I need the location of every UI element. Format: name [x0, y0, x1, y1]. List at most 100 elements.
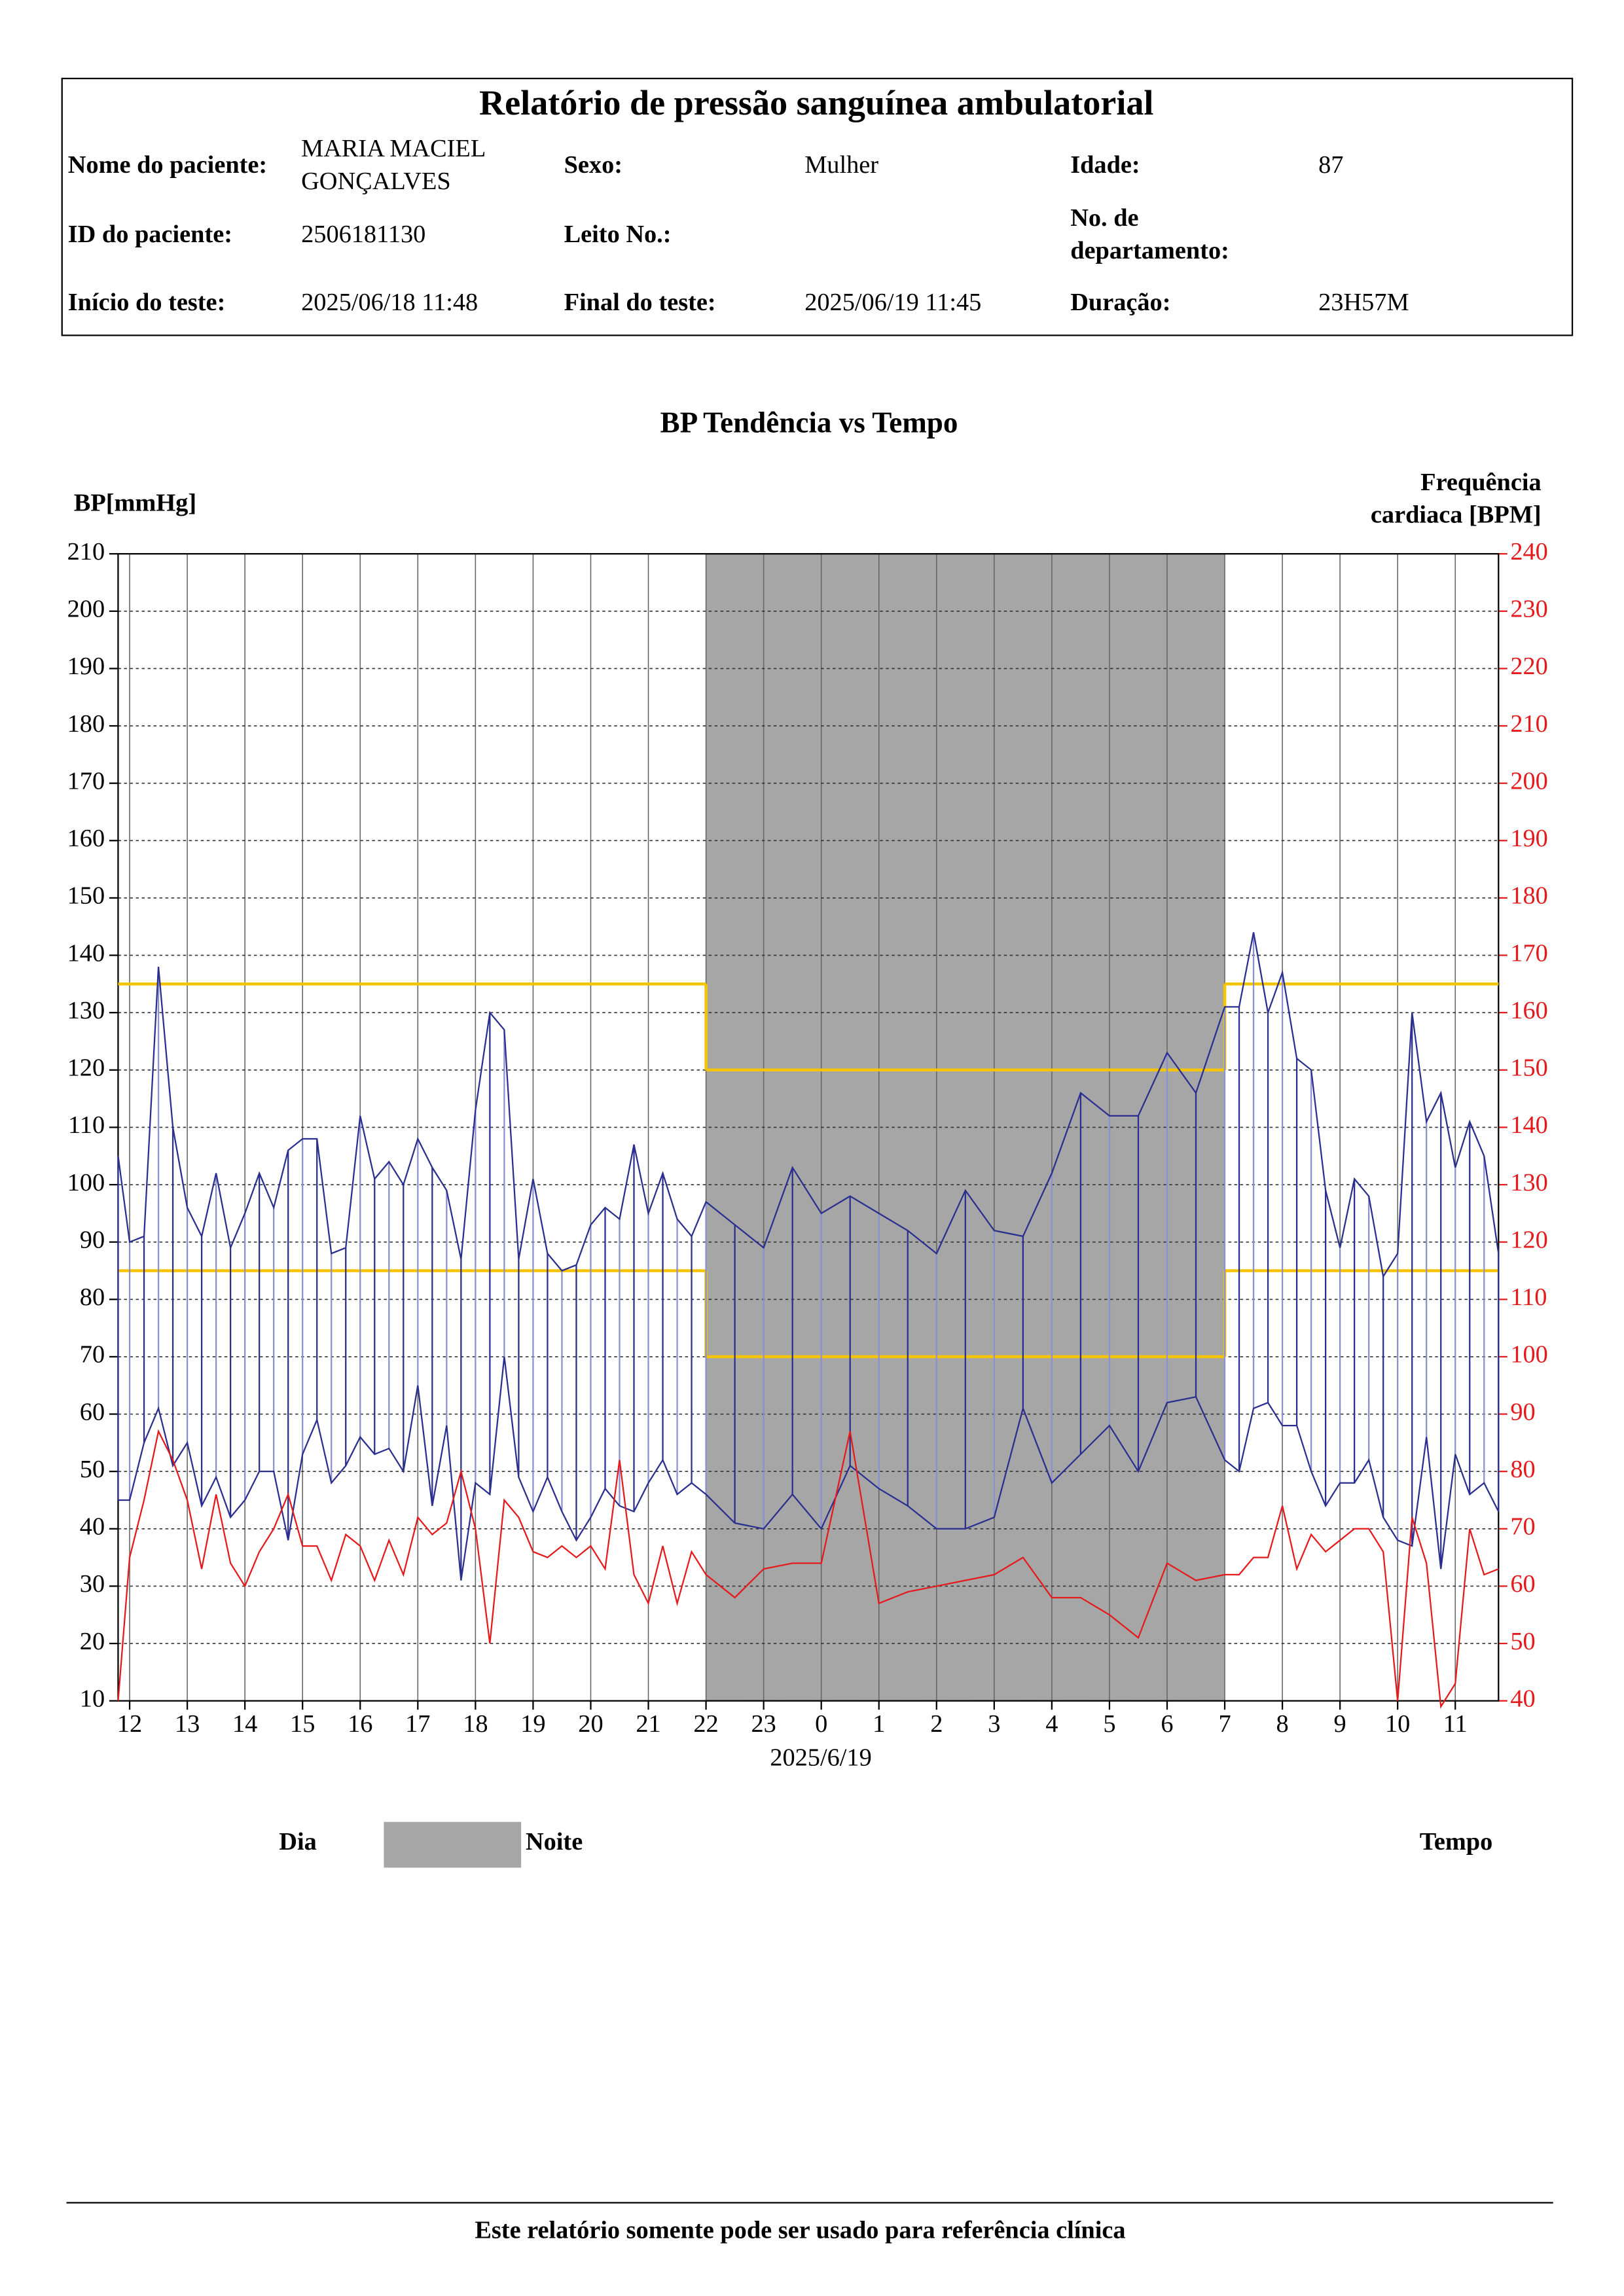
- x-tick-label: 22: [693, 1710, 718, 1738]
- x-tick-label: 8: [1276, 1710, 1289, 1738]
- y2-tick-label: 160: [1510, 997, 1548, 1024]
- x-tick-label: 14: [232, 1710, 257, 1738]
- y2-tick-label: 120: [1510, 1226, 1548, 1253]
- x-tick-label: 2: [930, 1710, 943, 1738]
- y2-tick-label: 80: [1510, 1456, 1535, 1483]
- series-line: [118, 1356, 1500, 1581]
- field-value: 2506181130: [301, 221, 425, 248]
- y2-tick-label: 40: [1510, 1685, 1535, 1712]
- y-tick-label: 200: [67, 596, 105, 623]
- y2-tick-label: 50: [1510, 1628, 1535, 1655]
- x-tick-label: 11: [1443, 1710, 1468, 1738]
- x-tick-label: 17: [405, 1710, 430, 1738]
- y-axis-label: BP[mmHg]: [74, 490, 196, 517]
- legend-time: Tempo: [1420, 1828, 1492, 1856]
- y2-tick-label: 140: [1510, 1111, 1548, 1139]
- y-tick-label: 20: [80, 1628, 105, 1655]
- y2-tick-label: 110: [1510, 1283, 1547, 1311]
- field-label: Final do teste:: [564, 289, 716, 316]
- y2-tick-label: 70: [1510, 1513, 1535, 1541]
- y2-tick-label: 240: [1510, 538, 1548, 565]
- field-label: Sexo:: [564, 151, 623, 179]
- x-tick-label: 5: [1103, 1710, 1115, 1738]
- y-tick-label: 10: [80, 1685, 105, 1712]
- y2-tick-label: 200: [1510, 767, 1548, 795]
- y-tick-label: 190: [67, 653, 105, 680]
- x-tick-label: 10: [1385, 1710, 1410, 1738]
- footer: Este relatório somente pode ser usado pa…: [475, 2216, 1125, 2244]
- field-value: 87: [1318, 151, 1343, 179]
- y-tick-label: 210: [67, 538, 105, 565]
- x-tick-label: 15: [290, 1710, 315, 1738]
- field-value: 23H57M: [1318, 289, 1409, 316]
- y2-tick-label: 230: [1510, 596, 1548, 623]
- field-label: No. de: [1070, 204, 1138, 232]
- plot-frame: [117, 553, 1500, 1702]
- x-tick-label: 23: [751, 1710, 776, 1738]
- x-tick-label: 1: [873, 1710, 885, 1738]
- x-date-label: 2025/6/19: [770, 1744, 871, 1772]
- y-tick-label: 70: [80, 1341, 105, 1369]
- x-tick-label: 9: [1334, 1710, 1346, 1738]
- y2-tick-label: 170: [1510, 939, 1548, 967]
- y2-tick-label: 90: [1510, 1398, 1535, 1426]
- field-value: 2025/06/19 11:45: [804, 289, 981, 316]
- y2-tick-label: 210: [1510, 710, 1548, 738]
- y2-tick-label: 60: [1510, 1570, 1535, 1598]
- chart-title: BP Tendência vs Tempo: [660, 406, 958, 439]
- y-tick-label: 80: [80, 1283, 105, 1311]
- x-tick-label: 16: [348, 1710, 372, 1738]
- y-tick-label: 60: [80, 1398, 105, 1426]
- y-tick-label: 150: [67, 882, 105, 910]
- y-tick-label: 130: [67, 997, 105, 1024]
- x-tick-label: 21: [636, 1710, 660, 1738]
- field-label: ID do paciente:: [68, 221, 232, 248]
- y-tick-label: 140: [67, 939, 105, 967]
- x-tick-label: 12: [117, 1710, 142, 1738]
- y-tick-label: 90: [80, 1226, 105, 1253]
- y2-tick-label: 220: [1510, 653, 1548, 680]
- y-tick-label: 110: [68, 1111, 105, 1139]
- field-label: departamento:: [1070, 237, 1229, 264]
- y-tick-label: 30: [80, 1570, 105, 1598]
- header-box: [61, 77, 1574, 336]
- x-tick-label: 4: [1045, 1710, 1058, 1738]
- field-value: MARIA MACIEL: [301, 135, 486, 162]
- y-tick-label: 100: [67, 1169, 105, 1196]
- field-value: Mulher: [804, 151, 878, 179]
- x-tick-label: 6: [1161, 1710, 1173, 1738]
- series-line: [117, 932, 1500, 1279]
- y-tick-label: 40: [80, 1513, 105, 1541]
- x-tick-label: 19: [520, 1710, 545, 1738]
- y2-axis-label: cardiaca [BPM]: [1371, 501, 1542, 529]
- field-label: Início do teste:: [68, 289, 226, 316]
- y-tick-label: 120: [67, 1054, 105, 1082]
- y-tick-label: 160: [67, 825, 105, 852]
- field-value: 2025/06/18 11:48: [301, 289, 478, 316]
- x-tick-label: 3: [988, 1710, 1000, 1738]
- report-title: Relatório de pressão sanguínea ambulator…: [479, 83, 1153, 122]
- y2-tick-label: 130: [1510, 1169, 1548, 1196]
- field-value: GONÇALVES: [301, 168, 451, 195]
- legend-day: Dia: [279, 1828, 316, 1856]
- field-label: Duração:: [1070, 289, 1170, 316]
- y-tick-label: 50: [80, 1456, 105, 1483]
- legend-night-swatch: [384, 1821, 522, 1868]
- y2-axis-label: Frequência: [1420, 469, 1542, 496]
- x-tick-label: 18: [463, 1710, 488, 1738]
- field-label: Nome do paciente:: [68, 151, 267, 179]
- x-tick-label: 20: [578, 1710, 603, 1738]
- x-tick-label: 0: [815, 1710, 827, 1738]
- series-line: [117, 1429, 1499, 1709]
- x-tick-label: 13: [175, 1710, 200, 1738]
- legend-night: Noite: [526, 1828, 583, 1856]
- y-tick-label: 170: [67, 767, 105, 795]
- field-label: Idade:: [1070, 151, 1140, 179]
- x-tick-label: 7: [1218, 1710, 1231, 1738]
- field-label: Leito No.:: [564, 221, 672, 248]
- y2-tick-label: 180: [1510, 882, 1548, 910]
- y2-tick-label: 190: [1510, 825, 1548, 852]
- y2-tick-label: 150: [1510, 1054, 1548, 1082]
